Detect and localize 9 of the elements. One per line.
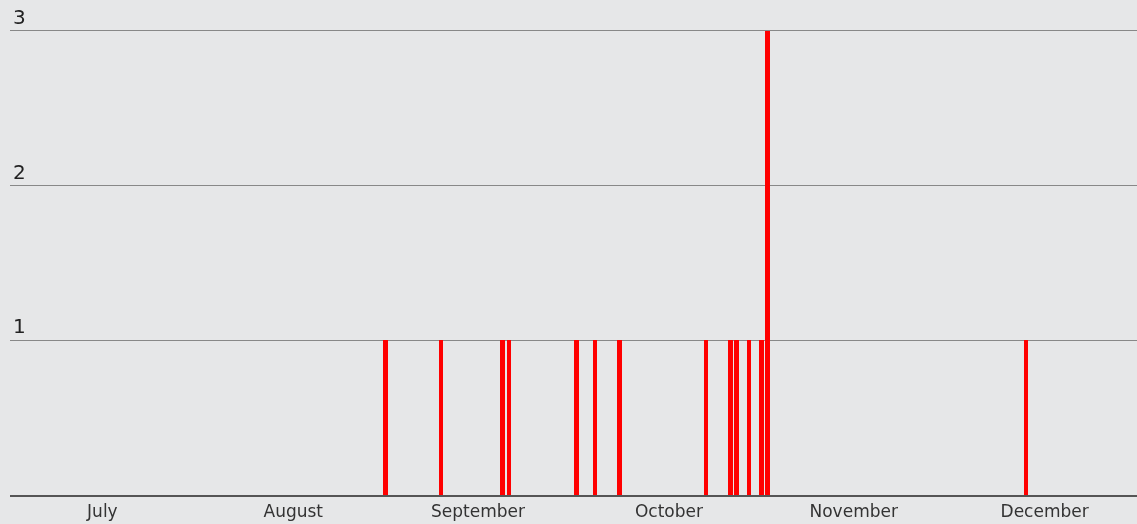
y-tick-label: 1	[13, 314, 26, 339]
x-tick-label: July	[86, 501, 118, 522]
x-tick-label: November	[809, 501, 898, 522]
x-tick-label: September	[431, 501, 526, 522]
x-tick-label: October	[634, 501, 703, 522]
y-tick-label: 3	[13, 4, 26, 29]
x-tick-label: December	[1000, 501, 1089, 522]
x-tick-label: August	[263, 501, 324, 522]
y-tick-label: 2	[13, 159, 26, 184]
